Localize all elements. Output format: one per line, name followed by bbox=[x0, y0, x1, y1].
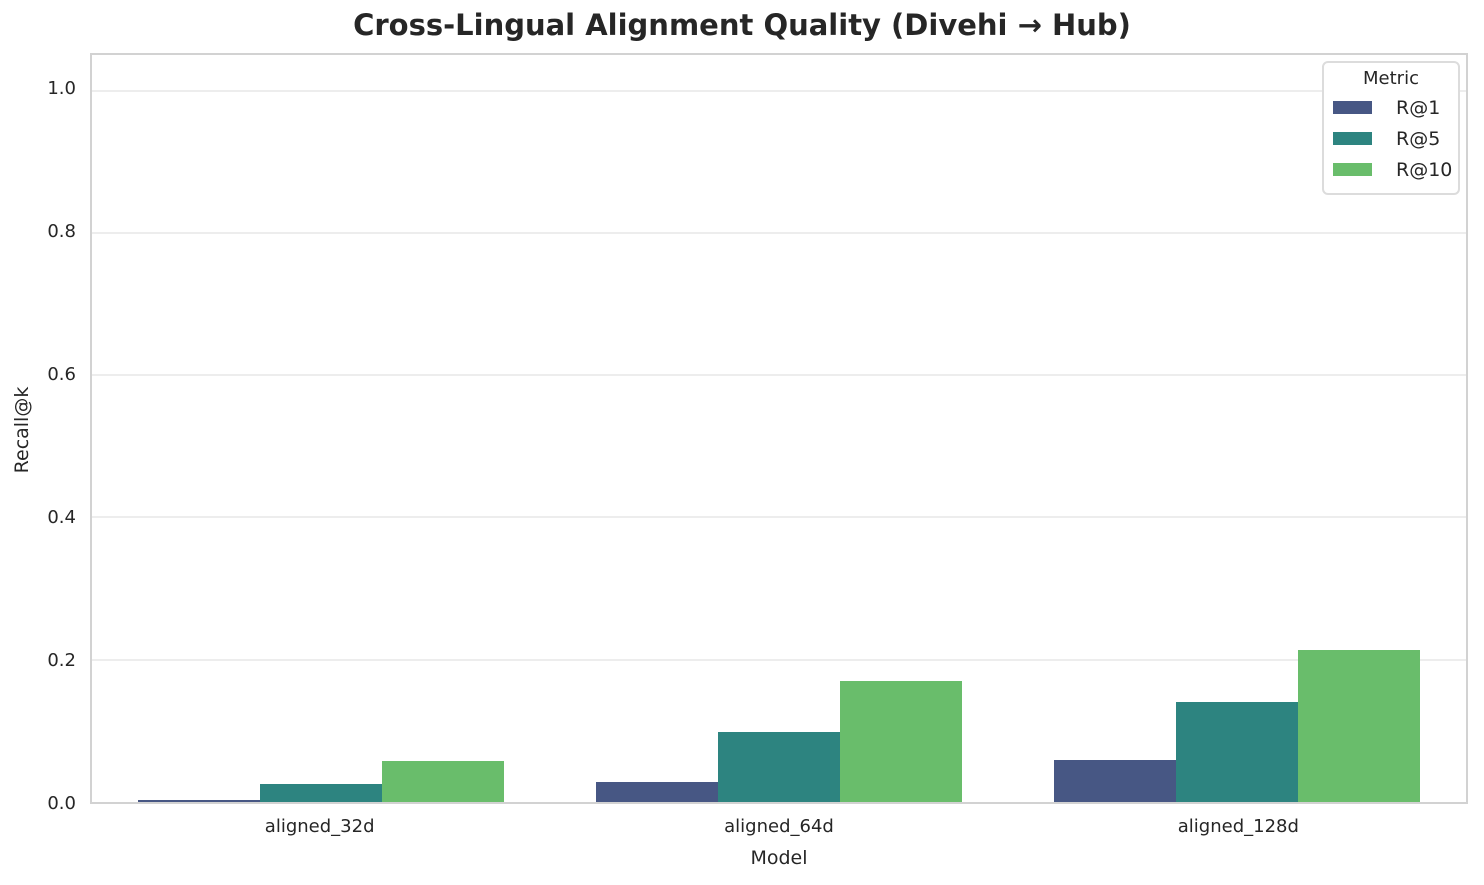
legend: Metric R@1 R@5 R@10 bbox=[1322, 61, 1460, 195]
legend-entries: R@1 R@5 R@10 bbox=[1332, 92, 1453, 185]
gridline-y-0.4 bbox=[92, 516, 1466, 519]
y-tick-label-1.0: 1.0 bbox=[47, 77, 76, 99]
x-tick-label-aligned_128d: aligned_128d bbox=[1177, 816, 1299, 837]
bar-aligned_32d-R@5 bbox=[259, 784, 383, 802]
x-axis-label: Model bbox=[750, 847, 808, 869]
y-tick-label-0.8: 0.8 bbox=[47, 220, 76, 242]
legend-label-R@1: R@1 bbox=[1396, 96, 1441, 119]
gridline-y-1 bbox=[92, 89, 1466, 92]
legend-title: Metric bbox=[1363, 68, 1419, 89]
legend-swatch-R@5 bbox=[1333, 132, 1372, 145]
x-tick-label-aligned_32d: aligned_32d bbox=[264, 816, 375, 837]
y-tick-label-0.0: 0.0 bbox=[47, 793, 76, 814]
y-tick-label-0.4: 0.4 bbox=[47, 506, 76, 528]
bar-aligned_128d-R@10 bbox=[1298, 650, 1421, 802]
y-axis-ticks: 0.0 0.2 0.4 0.6 0.8 1.0 bbox=[0, 53, 90, 812]
legend-swatch-R@10 bbox=[1333, 163, 1372, 176]
y-tick-label-0.2: 0.2 bbox=[47, 649, 76, 671]
plot-area bbox=[90, 53, 1468, 804]
gridline-y-0.8 bbox=[92, 231, 1466, 234]
bar-aligned_32d-R@1 bbox=[137, 799, 260, 802]
x-tick-label-aligned_64d: aligned_64d bbox=[724, 816, 834, 837]
legend-swatch-R@1 bbox=[1333, 101, 1372, 114]
legend-row-R@1: R@1 bbox=[1332, 92, 1450, 123]
bar-aligned_128d-R@1 bbox=[1053, 760, 1176, 802]
legend-label-R@10: R@10 bbox=[1396, 158, 1453, 181]
bar-aligned_64d-R@10 bbox=[840, 681, 963, 802]
legend-label-R@5: R@5 bbox=[1396, 127, 1441, 150]
bar-aligned_64d-R@1 bbox=[595, 782, 718, 802]
gridline-y-0.6 bbox=[92, 374, 1466, 377]
y-tick-label-0.6: 0.6 bbox=[47, 363, 76, 385]
bar-aligned_128d-R@5 bbox=[1175, 701, 1299, 802]
legend-row-R@5: R@5 bbox=[1332, 123, 1450, 154]
x-axis-ticks: aligned_32d aligned_64d aligned_128d bbox=[90, 816, 1468, 842]
y-axis-label: Recall@k bbox=[11, 386, 33, 474]
chart-title: Cross-Lingual Alignment Quality (Divehi … bbox=[353, 8, 1131, 42]
bar-aligned_64d-R@5 bbox=[717, 732, 841, 802]
bar-aligned_32d-R@10 bbox=[382, 761, 505, 802]
gridline-y-0.2 bbox=[92, 658, 1466, 661]
legend-row-R@10: R@10 bbox=[1332, 154, 1453, 185]
